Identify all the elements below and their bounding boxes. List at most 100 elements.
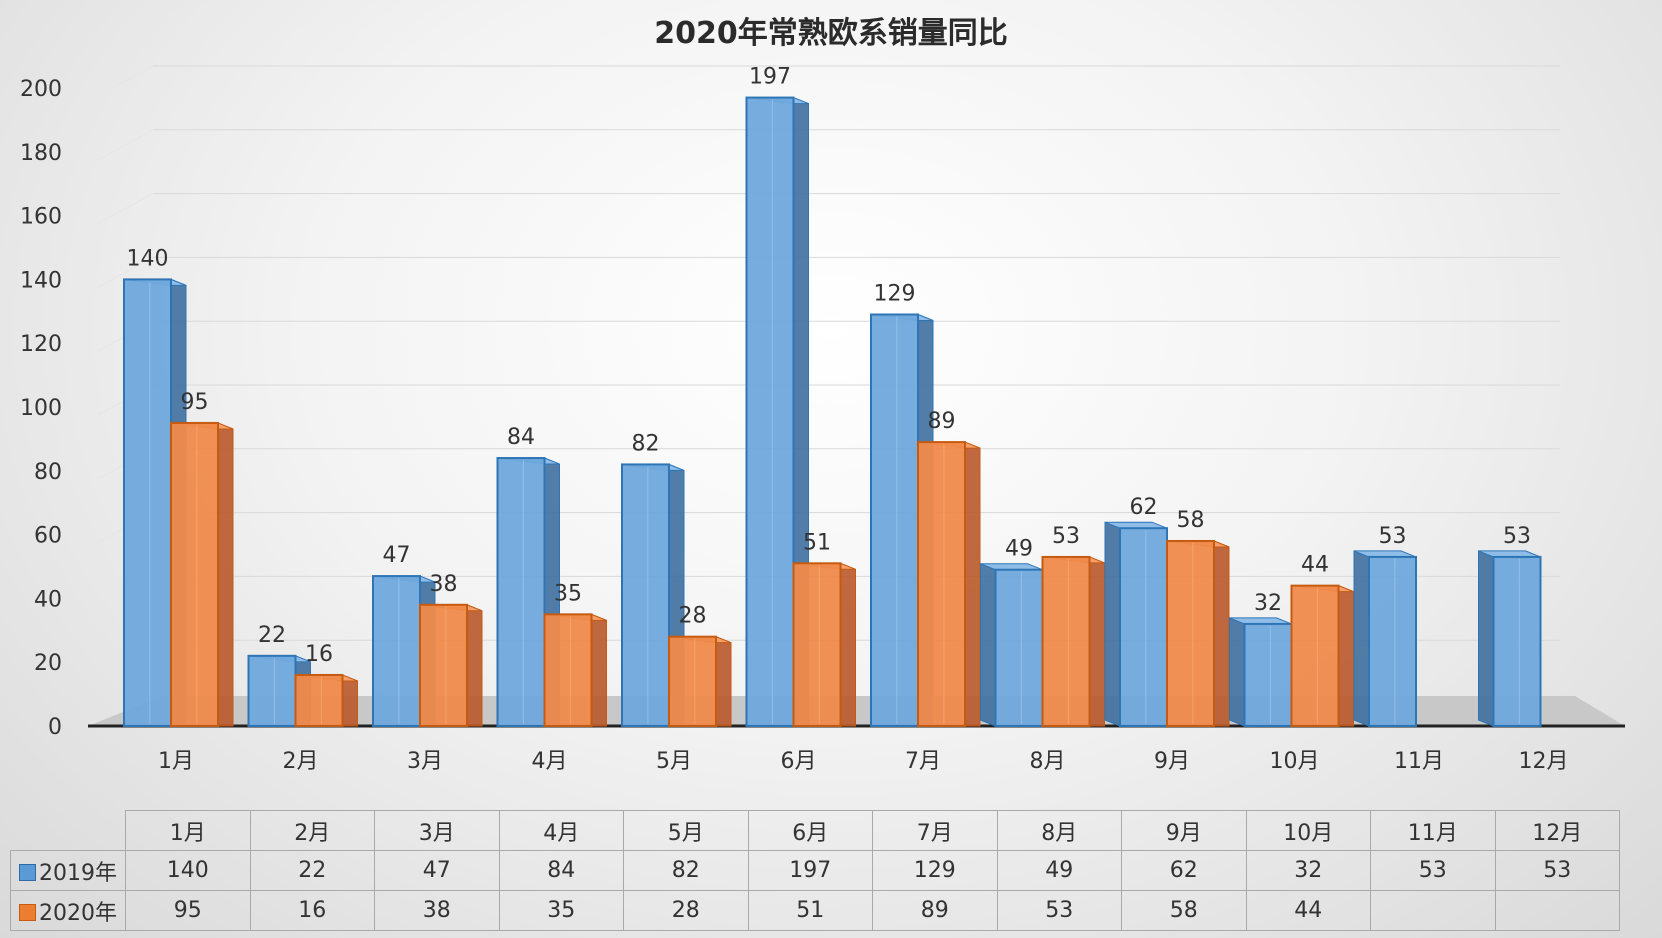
table-cell: 89: [872, 890, 998, 931]
table-header-cell: 6月: [747, 810, 873, 851]
bar-2019-10: [1229, 617, 1293, 727]
data-label-2019-12: 53: [1503, 524, 1531, 549]
data-label-2019-8: 49: [1005, 537, 1033, 562]
data-label-2019-10: 32: [1254, 591, 1282, 616]
table-cell: 38: [374, 890, 500, 931]
x-tick-label: 12月: [1519, 749, 1569, 774]
legend-entry: 2020年: [10, 890, 126, 931]
table-row: 2020年 95 16 38 35 28 51 89 53 58 44: [10, 890, 1620, 931]
data-label-2020-5: 28: [679, 604, 707, 629]
y-tick-label: 140: [20, 268, 62, 293]
data-label-2019-9: 62: [1130, 495, 1158, 520]
table-cell: 16: [249, 890, 375, 931]
bar-2020-9: [1166, 539, 1230, 727]
legend-entry: 2019年: [10, 850, 126, 891]
table-corner: [11, 811, 126, 851]
table-cell: 140: [125, 850, 251, 891]
table-cell: 32: [1245, 850, 1371, 891]
y-tick-label: 200: [20, 77, 62, 102]
legend-label: 2020年: [39, 900, 117, 926]
data-label-2019-1: 140: [127, 246, 169, 271]
legend-label: 2019年: [39, 860, 117, 886]
bar-2019-12: [1478, 550, 1542, 727]
x-tick-label: 2月: [283, 749, 319, 774]
table-header-row: 1月 2月 3月 4月 5月 6月 7月 8月 9月 10月 11月 12月: [11, 810, 1620, 851]
bar-2020-2: [294, 673, 358, 728]
table-cell: 129: [872, 850, 998, 891]
table-cell: 95: [125, 890, 251, 931]
y-tick-label: 0: [48, 715, 62, 740]
table-cell: 51: [747, 890, 873, 931]
bar-2020-4: [543, 613, 607, 727]
table-cell: 58: [1121, 890, 1247, 931]
legend-swatch: [19, 903, 36, 921]
table-header-cell: 3月: [374, 810, 500, 851]
table-header-cell: 8月: [996, 810, 1122, 851]
bar-2020-6: [792, 562, 856, 727]
y-tick-label: 120: [20, 332, 62, 357]
table-cell: 28: [623, 890, 749, 931]
x-tick-label: 6月: [781, 749, 817, 774]
table-header-cell: 12月: [1494, 810, 1620, 851]
data-label-2020-9: 58: [1177, 508, 1205, 533]
bar-2020-5: [668, 635, 732, 727]
table-cell: 35: [498, 890, 624, 931]
gridline-side: [97, 193, 154, 225]
y-tick-label: 80: [34, 460, 62, 485]
table-header-cell: 9月: [1121, 810, 1247, 851]
bar-2019-9: [1104, 521, 1168, 727]
table-cell: 47: [374, 850, 500, 891]
table-cell: 53: [996, 890, 1122, 931]
data-label-2020-2: 16: [305, 642, 333, 667]
x-tick-label: 1月: [158, 749, 194, 774]
y-tick-label: 160: [20, 205, 62, 230]
data-label-2020-6: 51: [803, 530, 831, 555]
y-tick-label: 100: [20, 396, 62, 421]
data-label-2019-4: 84: [507, 425, 535, 450]
x-tick-label: 9月: [1154, 749, 1190, 774]
table-cell: 53: [1370, 850, 1496, 891]
data-label-2020-7: 89: [928, 409, 956, 434]
x-tick-label: 11月: [1394, 749, 1444, 774]
data-label-2020-4: 35: [554, 581, 582, 606]
bar-2020-1: [170, 421, 234, 727]
table-cell: 49: [996, 850, 1122, 891]
data-label-2019-6: 197: [749, 65, 791, 90]
table-cell: 44: [1245, 890, 1371, 931]
bar-2019-8: [980, 562, 1044, 727]
table-row: 2019年 140 22 47 84 82 197 129 49 62 32 53 53: [10, 850, 1620, 891]
data-label-2020-10: 44: [1301, 553, 1329, 578]
data-table: 1月 2月 3月 4月 5月 6月 7月 8月 9月 10月 11月 12月 2019年 140 22 47 8…: [10, 810, 1620, 931]
x-tick-label: 3月: [407, 749, 443, 774]
bar-2020-8: [1041, 555, 1105, 727]
table-header-cell: 11月: [1370, 810, 1496, 851]
data-label-2020-3: 38: [430, 572, 458, 597]
y-tick-label: 20: [34, 651, 62, 676]
table-header-cell: 1月: [125, 810, 251, 851]
y-tick-label: 40: [34, 587, 62, 612]
table-cell: 84: [498, 850, 624, 891]
x-tick-label: 8月: [1030, 749, 1066, 774]
bar-2020-7: [917, 441, 981, 727]
table-header-cell: 4月: [498, 810, 624, 851]
legend-swatch: [19, 863, 36, 881]
data-label-2020-8: 53: [1052, 524, 1080, 549]
gridline-side: [97, 256, 154, 288]
table-header-cell: 10月: [1245, 810, 1371, 851]
bar-2019-11: [1353, 550, 1417, 727]
data-label-2020-1: 95: [181, 390, 209, 415]
y-tick-label: 60: [34, 524, 62, 549]
table-header-cell: 5月: [623, 810, 749, 851]
table-cell: 197: [747, 850, 873, 891]
x-tick-label: 4月: [532, 749, 568, 774]
table-cell: 22: [249, 850, 375, 891]
bar-2020-3: [419, 603, 483, 728]
data-label-2019-7: 129: [874, 281, 916, 306]
data-label-2019-3: 47: [383, 543, 411, 568]
table-cell: 62: [1121, 850, 1247, 891]
data-label-2019-2: 22: [258, 623, 286, 648]
table-cell: [1370, 890, 1496, 931]
data-label-2019-5: 82: [632, 431, 660, 456]
